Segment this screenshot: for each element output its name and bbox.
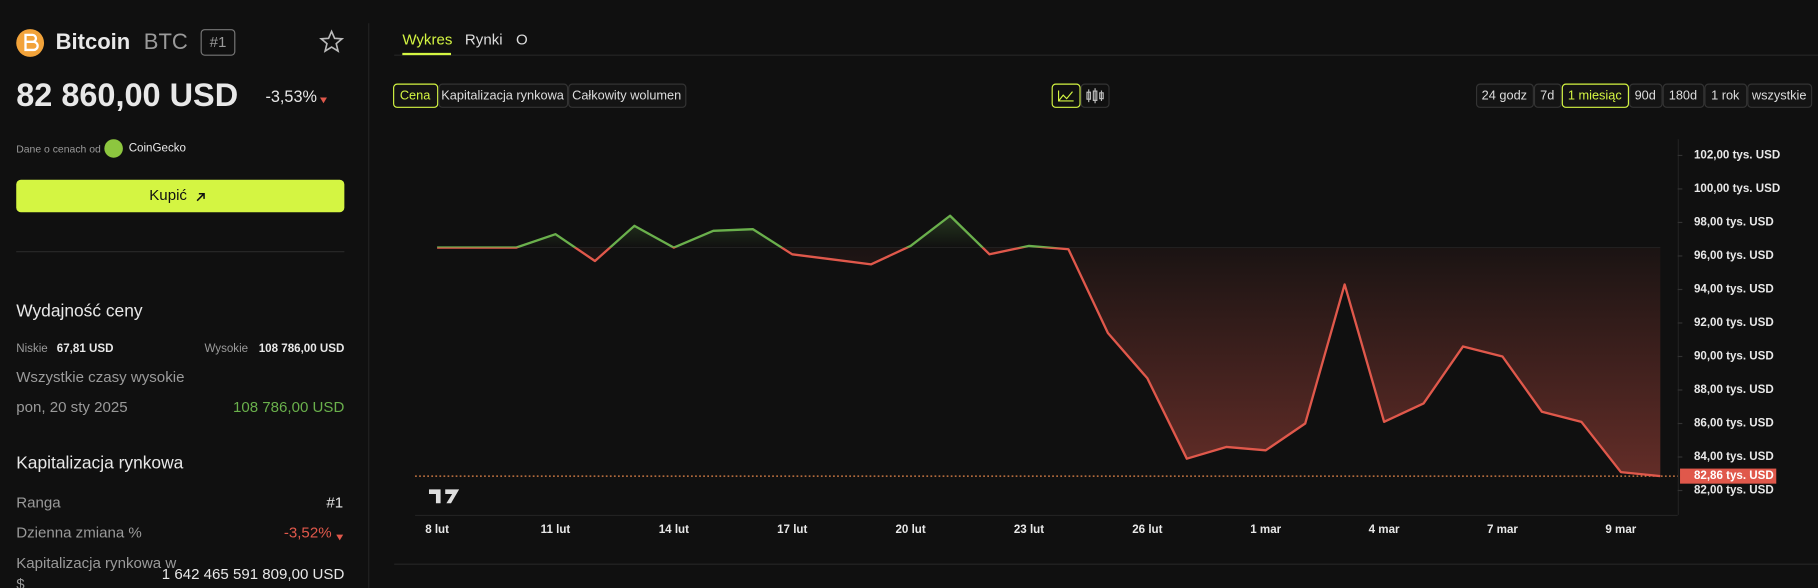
x-tick-label: 1 mar bbox=[1250, 524, 1281, 536]
x-tick-label: 8 lut bbox=[425, 524, 449, 536]
buy-label[interactable]: Kupić bbox=[149, 187, 187, 204]
source-icon bbox=[104, 139, 123, 158]
down-arrow bbox=[336, 534, 344, 541]
price-line-series bbox=[437, 214, 1661, 478]
x-tick-label: 17 lut bbox=[777, 524, 807, 536]
high-value: 108 786,00 USD bbox=[259, 343, 345, 355]
area-fill bbox=[437, 215, 1661, 477]
toggle-label[interactable]: 1 miesiąc bbox=[1568, 88, 1622, 103]
toggle-label[interactable]: 7d bbox=[1540, 88, 1554, 103]
row-label: Dzienna zmiana % bbox=[16, 524, 142, 541]
ath-date: pon, 20 sty 2025 bbox=[16, 399, 127, 416]
price-change: -3,53% bbox=[266, 88, 317, 106]
toggle-label[interactable]: Całkowity wolumen bbox=[572, 88, 681, 103]
y-tick-label: 86,00 tys. USD bbox=[1694, 418, 1774, 430]
toggle-button[interactable] bbox=[393, 83, 439, 108]
buy-arrow bbox=[196, 192, 205, 202]
current-price-tag bbox=[1680, 468, 1777, 484]
x-tick-label: 14 lut bbox=[659, 524, 689, 536]
x-tick-label: 7 mar bbox=[1487, 524, 1518, 536]
x-tick-label: 20 lut bbox=[895, 524, 925, 536]
coin-icon-glyph bbox=[24, 33, 39, 52]
x-tick-label: 26 lut bbox=[1132, 524, 1162, 536]
x-tick-label: 11 lut bbox=[541, 524, 571, 536]
toggle-button[interactable] bbox=[568, 83, 687, 108]
coin-name: Bitcoin bbox=[56, 29, 131, 54]
y-tick-label: 96,00 tys. USD bbox=[1694, 250, 1774, 262]
ath-value: 108 786,00 USD bbox=[233, 399, 344, 416]
toggle-label[interactable]: 1 rok bbox=[1711, 88, 1740, 103]
source[interactable]: CoinGecko bbox=[129, 143, 186, 155]
tab[interactable]: O bbox=[516, 32, 528, 49]
rank-badge bbox=[200, 29, 236, 56]
section-title: Kapitalizacja rynkowa bbox=[16, 452, 183, 472]
line-chart-button[interactable] bbox=[1051, 83, 1081, 108]
x-tick-label: 23 lut bbox=[1014, 524, 1044, 536]
low-label: Niskie bbox=[16, 343, 48, 355]
candle-chart-icon bbox=[1086, 88, 1104, 104]
row-label: Ranga bbox=[16, 494, 61, 511]
y-tick-label: 90,00 tys. USD bbox=[1694, 351, 1774, 363]
row-value: #1 bbox=[326, 494, 343, 511]
toggle-label[interactable]: Cena bbox=[400, 88, 431, 103]
row-value: -3,52% bbox=[284, 524, 332, 541]
favorite-star[interactable] bbox=[319, 29, 345, 53]
y-tick-label: 94,00 tys. USD bbox=[1694, 284, 1774, 296]
y-tick-label: 84,00 tys. USD bbox=[1694, 451, 1774, 463]
toggle-button[interactable] bbox=[1533, 83, 1562, 108]
y-tick-label: 102,00 tys. USD bbox=[1694, 150, 1780, 162]
low-value: 67,81 USD bbox=[57, 343, 114, 355]
row-label-box: Kapitalizacja rynkowa w $ bbox=[16, 554, 177, 588]
toggle-button[interactable] bbox=[1629, 83, 1663, 108]
toggle-button[interactable] bbox=[1475, 83, 1534, 108]
rank: #1 bbox=[210, 34, 227, 51]
price: 82 860,00 USD bbox=[16, 77, 238, 113]
tab[interactable]: Rynki bbox=[465, 32, 503, 49]
y-tick-label: 100,00 tys. USD bbox=[1694, 183, 1780, 195]
down-arrow bbox=[320, 97, 327, 104]
toggle-label[interactable]: 24 godz bbox=[1482, 88, 1527, 103]
tab[interactable]: Wykres bbox=[402, 32, 452, 49]
section-title: Wydajność ceny bbox=[16, 301, 143, 321]
toggle-label[interactable]: 90d bbox=[1635, 88, 1656, 103]
toggle-button[interactable] bbox=[1561, 83, 1630, 108]
toggle-label[interactable]: Kapitalizacja rynkowa bbox=[441, 88, 565, 103]
candle-chart-button[interactable] bbox=[1080, 83, 1110, 108]
toggle-button[interactable] bbox=[438, 83, 569, 108]
coin-symbol: BTC bbox=[144, 29, 188, 54]
high-label: Wysokie bbox=[204, 343, 248, 355]
ath-label: Wszystkie czasy wysokie bbox=[16, 369, 184, 386]
toggle-label[interactable]: 180d bbox=[1669, 88, 1697, 103]
watermark-logo bbox=[428, 489, 460, 504]
x-tick-label: 4 mar bbox=[1369, 524, 1400, 536]
y-tick-label: 82,00 tys. USD bbox=[1694, 485, 1774, 497]
buy-button[interactable] bbox=[16, 179, 345, 213]
toggle-label[interactable]: wszystkie bbox=[1751, 88, 1807, 103]
source-label: Dane o cenach od bbox=[16, 144, 101, 155]
toggle-button[interactable] bbox=[1747, 83, 1813, 108]
y-tick-label: 88,00 tys. USD bbox=[1694, 384, 1774, 396]
toggle-button[interactable] bbox=[1704, 83, 1748, 108]
row-value: 1 642 465 591 809,00 USD bbox=[162, 566, 345, 583]
row-label: Kapitalizacja rynkowa w $ bbox=[16, 554, 177, 588]
current-price-label: 82,86 tys. USD bbox=[1694, 470, 1774, 482]
y-tick-label: 98,00 tys. USD bbox=[1694, 217, 1774, 229]
x-tick-label: 9 mar bbox=[1605, 524, 1636, 536]
toggle-button[interactable] bbox=[1662, 83, 1705, 108]
line-chart-icon bbox=[1057, 90, 1074, 102]
y-tick-label: 92,00 tys. USD bbox=[1694, 317, 1774, 329]
